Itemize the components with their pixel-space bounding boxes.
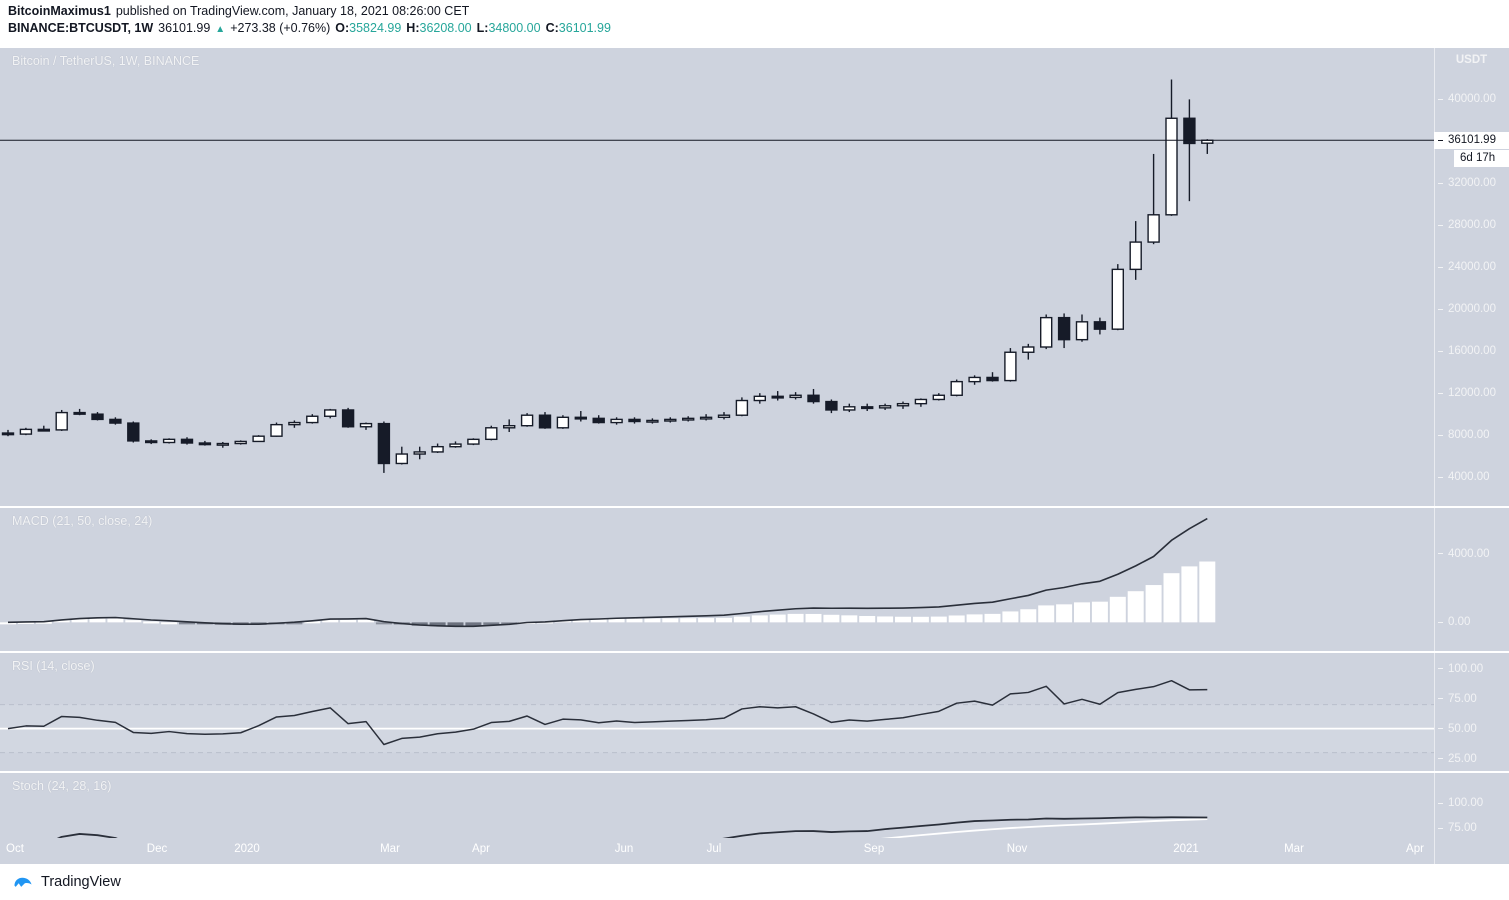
axis-tick	[1438, 308, 1443, 310]
price-axis-tick-20000: 20000.00	[1448, 303, 1496, 316]
open-label: O:	[335, 21, 350, 35]
axis-tick	[1438, 350, 1443, 352]
axis-tick	[1438, 802, 1443, 804]
publish-line: BitcoinMaximus1 published on TradingView.…	[8, 3, 1509, 20]
axis-tick	[1438, 476, 1443, 478]
price-axis-tick-28000: 28000.00	[1448, 219, 1496, 232]
rsi-axis-tick-100: 100.00	[1448, 662, 1484, 675]
axis-tick	[1438, 668, 1443, 670]
axis-tick	[1438, 728, 1443, 730]
up-arrow-icon: ▲	[215, 24, 226, 35]
time-axis-label-jun: Jun	[614, 843, 634, 855]
chart-header: BitcoinMaximus1 published on TradingView.…	[0, 0, 1509, 40]
axis-tick	[1438, 827, 1443, 829]
rsi-panel[interactable]: RSI (14, close)	[0, 653, 1434, 771]
high-label: H:	[406, 21, 420, 35]
panel-separator-1	[0, 506, 1509, 508]
stoch-panel-title: Stoch (24, 28, 16)	[12, 779, 112, 793]
axis-tick	[1438, 98, 1443, 100]
price-axis-tick-4000: 4000.00	[1448, 471, 1490, 484]
publish-info: published on TradingView.com, January 18…	[115, 4, 470, 18]
price-axis-tick-12000: 12000.00	[1448, 387, 1496, 400]
axis-tick	[1438, 392, 1443, 394]
axis-tick	[1438, 758, 1443, 760]
current-price-tick	[1438, 139, 1443, 141]
current-price-label[interactable]: 36101.99	[1434, 131, 1509, 149]
rsi-axis-tick-50: 50.00	[1448, 722, 1477, 735]
axis-tick	[1438, 698, 1443, 700]
axis-tick	[1438, 266, 1443, 268]
macd-axis-tick-0: 0.00	[1448, 616, 1471, 629]
price-axis-tick-24000: 24000.00	[1448, 261, 1496, 274]
time-axis-label-nov: Nov	[1006, 843, 1028, 855]
rsi-axis-tick-25: 25.00	[1448, 752, 1477, 765]
axis-tick	[1438, 553, 1443, 555]
macd-axis-tick-4000: 4000.00	[1448, 547, 1490, 560]
price-panel[interactable]: Bitcoin / TetherUS, 1W, BINANCE	[0, 48, 1434, 506]
axis-divider	[1434, 48, 1435, 838]
price-axis-tick-32000: 32000.00	[1448, 177, 1496, 190]
symbol-label: BINANCE:BTCUSDT, 1W	[8, 21, 154, 35]
bar-countdown-label[interactable]: 6d 17h	[1454, 150, 1509, 168]
last-price: 36101.99	[158, 21, 211, 35]
axis-tick	[1438, 621, 1443, 623]
time-axis[interactable]: Oct Dec 2020 Mar Apr Jun Jul Sep Nov 2021 Mar Apr	[0, 838, 1509, 864]
panel-separator-2	[0, 651, 1509, 653]
price-panel-title: Bitcoin / TetherUS, 1W, BINANCE	[12, 54, 200, 68]
price-axis-tick-8000: 8000.00	[1448, 429, 1490, 442]
axis-tick	[1438, 224, 1443, 226]
panel-separator-3	[0, 771, 1509, 773]
time-axis-label-2020: 2020	[234, 843, 260, 855]
time-axis-label-oct: Oct	[6, 843, 24, 855]
time-axis-label-2021: 2021	[1173, 843, 1199, 855]
author-name: BitcoinMaximus1	[8, 4, 111, 18]
close-label: C:	[545, 21, 559, 35]
axis-tick	[1438, 434, 1443, 436]
high-value: 36208.00	[419, 21, 472, 35]
low-label: L:	[476, 21, 489, 35]
macd-panel[interactable]: MACD (21, 50, close, 24)	[0, 508, 1434, 651]
rsi-plot[interactable]	[0, 653, 1434, 771]
axis-tick	[1438, 182, 1443, 184]
time-axis-label-mar: Mar	[1284, 843, 1304, 855]
price-axis-tick-16000: 16000.00	[1448, 345, 1496, 358]
footer-bar: TradingView	[0, 864, 1509, 900]
time-axis-label-sep: Sep	[863, 843, 885, 855]
price-axis[interactable]: USDT 40000.00 32000.00 28000.00 24000.00 2000…	[1434, 48, 1509, 884]
time-axis-label-dec: Dec	[146, 843, 168, 855]
candlestick-plot[interactable]	[0, 48, 1434, 506]
stoch-axis-tick-75: 75.00	[1448, 822, 1477, 834]
close-value: 36101.99	[558, 21, 611, 35]
price-change: +273.38 (+0.76%)	[230, 21, 331, 35]
price-axis-unit: USDT	[1455, 54, 1488, 66]
macd-panel-title: MACD (21, 50, close, 24)	[12, 514, 153, 528]
rsi-panel-title: RSI (14, close)	[12, 659, 95, 673]
time-axis-divider	[1434, 838, 1435, 864]
time-axis-label-mar: Mar	[380, 843, 400, 855]
open-value: 35824.99	[349, 21, 402, 35]
tradingview-brand-label: TradingView	[41, 874, 121, 890]
tradingview-logo-icon[interactable]	[12, 871, 34, 893]
time-axis-label-apr: Apr	[472, 843, 490, 855]
stoch-axis-tick-100: 100.00	[1448, 797, 1484, 809]
macd-plot[interactable]	[0, 508, 1434, 651]
chart-container[interactable]: Bitcoin / TetherUS, 1W, BINANCE MACD (21…	[0, 48, 1509, 888]
time-axis-label-apr: Apr	[1406, 843, 1424, 855]
quote-line: BINANCE:BTCUSDT, 1W 36101.99 ▲ +273.38 (+0.…	[8, 20, 1509, 38]
rsi-axis-tick-75: 75.00	[1448, 692, 1477, 705]
time-axis-label-jul: Jul	[706, 843, 722, 855]
low-value: 34800.00	[488, 21, 541, 35]
price-axis-tick-40000: 40000.00	[1448, 93, 1496, 106]
